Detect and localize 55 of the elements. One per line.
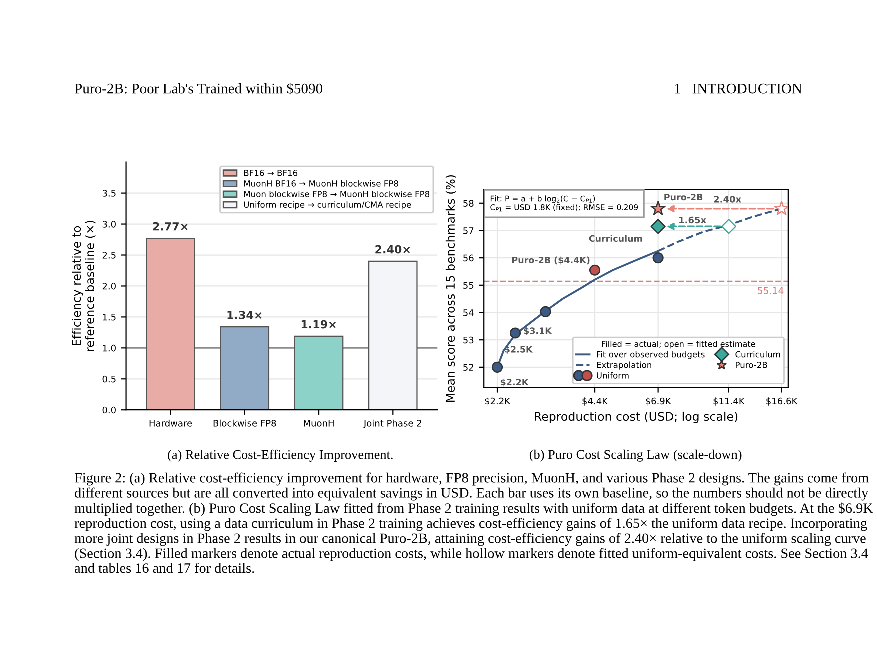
y-axis-title: Mean score across 15 benchmarks (%) [446,175,456,402]
legend-label: Extrapolation [597,362,652,370]
text: (b) Puro Cost Scaling Law (scale-down) [530,450,742,462]
y-tick-label: 57 [464,228,474,234]
x-tick-label: Blockwise FP8 [214,420,276,427]
legend-label: Curriculum [736,351,780,358]
y-tick-label: 56 [464,254,474,262]
x-tick-label: MuonH [304,420,334,427]
y-tick-label: 55 [464,282,474,289]
legend-label: Uniform [597,372,629,379]
data-label: 1.19× [302,320,336,329]
annotation: Puro-2B [664,194,703,201]
annotation: 2.40x [714,196,742,203]
x-tick-label: $16.6K [766,398,798,406]
annotation: $2.5K [505,346,534,354]
x-tick-label: $4.4K [582,398,608,406]
y-tick-label: 1.5 [103,314,116,321]
annotation: Puro-2B ($4.4K) [512,256,590,265]
y-axis-title: Efficiency relative to reference baseline (×) [72,221,96,352]
x-tick-label: $2.2K [485,398,511,406]
x-axis-title: Reproduction cost (USD; log scale) [535,412,738,424]
x-tick-label: $11.4K [714,398,746,406]
text: Puro-2B: Poor Lab's Trained within $5090 [74,83,323,95]
legend-label: Puro-2B [736,362,768,368]
caption: Figure 2: (a) Relative cost-efficiency improvement for hardware, FP8 precision, MuonH, and various Phase 2 designs. The gains come from different sources but are all converted into equivalent savings in USD. Each bar uses its own baseline, so the numbers should not be directly multiplied together. (b) Puro Cost Scaling Law fitted from Phase 2 training results with uniform data at different token budgets. At the $6.9K reproduction cost, using a data curriculum in Phase 2 training achieves cost-efficiency gains of 1.65× the uniform data recipe. Incorporating more joint designs in Phase 2 results in our canonical Puro-2B, attaining cost-efficiency gains of 2.40× relative to the uniform scaling curve (Section 3.4). Filled markers denote actual reproduction costs, while hollow markers denote fitted uniform-equivalent costs. See Section 3.4 and tables 16 and 17 for details. [74,472,874,574]
legend-label: Fit over observed budgets [597,351,705,360]
text: (a) Relative Cost-Efficiency Improvement. [168,450,393,462]
y-tick-label: 3.5 [102,190,116,197]
legend-label: MuonH BF16 → MuonH blockwise FP8 [244,180,398,187]
text: 1 INTRODUCTION [675,84,802,94]
y-tick-label: 53 [464,336,474,344]
y-tick-label: 52 [464,364,474,371]
y-tick-label: 58 [464,200,474,207]
y-tick-label: 54 [464,310,474,316]
annotation: Curriculum [589,235,642,242]
legend-label: Uniform recipe → curriculum/CMA recipe [244,202,412,210]
ref-line-label: 55.14 [758,287,784,294]
data-label: 1.34× [228,310,262,320]
y-tick-label: 1.0 [103,344,116,352]
x-tick-label: Hardware [150,420,192,427]
annotation: 1.65x [680,216,706,224]
y-tick-label: 2.0 [102,282,116,290]
y-tick-label: 3.0 [102,221,116,228]
y-tick-label: 0.5 [102,376,116,383]
y-tick-label: 2.5 [102,252,116,259]
legend-label: Muon blockwise FP8 → MuonH blockwise FP8 [244,190,430,198]
data-label: 2.40× [376,245,410,254]
x-tick-label: Joint Phase 2 [363,420,422,428]
annotation: $2.2K [500,378,529,387]
legend-title: Filled = actual; open = fitted estimate [602,340,756,349]
data-label: 2.77× [153,222,188,231]
y-tick-label: 0.0 [102,406,116,414]
x-tick-label: $6.9K [646,398,672,406]
annotation: $3.1K [524,328,552,336]
legend-label: BF16 → BF16 [244,170,298,176]
